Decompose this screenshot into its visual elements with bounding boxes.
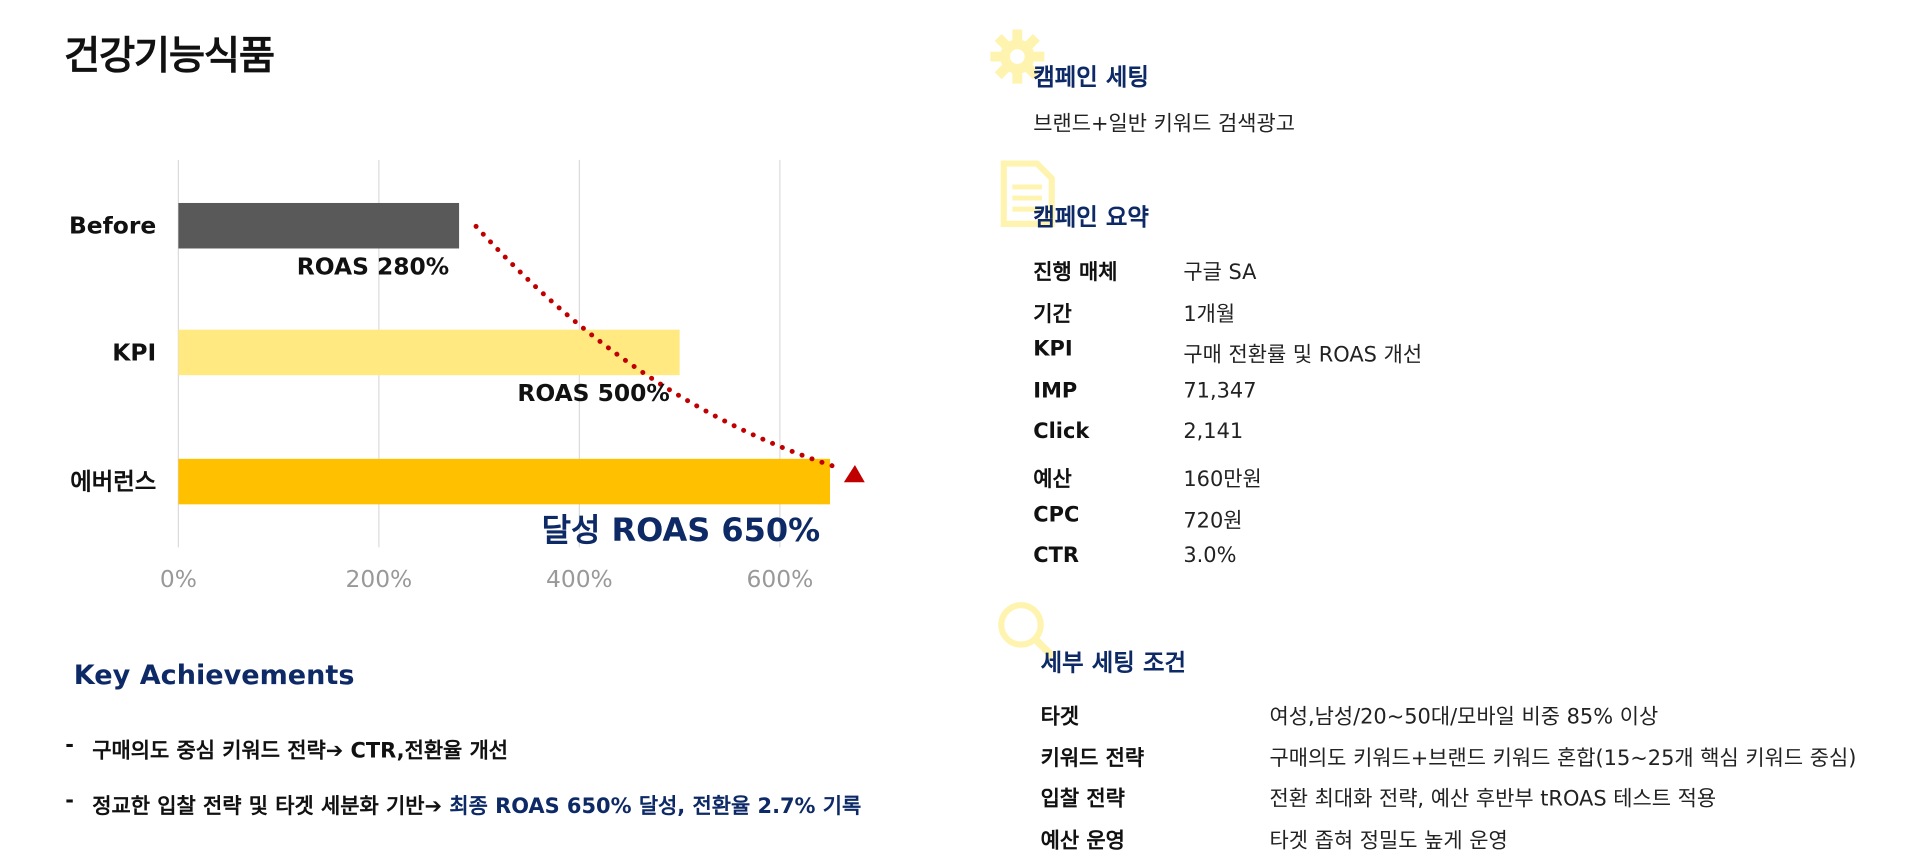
row-label: 예산 [1033,467,1072,493]
gear-icon [990,29,1045,84]
row-value: 720원 [1183,508,1243,534]
section-title: 세부 세팅 조건 [1040,649,1186,677]
y-tick-label: KPI [112,338,156,366]
row-value: 구매 전환률 및 ROAS 개선 [1183,343,1423,369]
row-value: 전환 최대화 전략, 예산 후반부 tROAS 테스트 적용 [1269,787,1717,813]
doc-icon [1000,160,1055,227]
row-value: 3.0% [1183,543,1237,569]
row-label: 기간 [1033,302,1072,327]
row-value: 2,141 [1183,419,1244,445]
chart: 0% 200% 400% 600% Before ROAS 280% KPI ROAS 500… [69,159,865,593]
achievement: 구매의도 중심 키워드 전략➔ CTR,전환율 개선 [92,733,508,764]
row-label: CPC [1033,502,1080,528]
bar [178,458,831,505]
row-value: 1개월 [1183,302,1236,327]
row-value: 160만원 [1183,467,1262,493]
row-label: Click [1033,419,1090,445]
data-label: ROAS 280% [297,252,449,280]
text: 브랜드+일반 키워드 검색광고 [1033,111,1295,137]
achievement-part: 정교한 입찰 전략 및 타겟 세분화 기반➔ [92,794,450,820]
x-tick-label: 400% [546,565,613,593]
bar [178,202,460,249]
achievement: 정교한 입찰 전략 및 타겟 세분화 기반➔ 최종 ROAS 650% 달성, … [92,788,862,820]
row-label: KPI [1033,337,1073,362]
page-title: 건강기능식품 [63,31,275,79]
row-value: 구매의도 키워드+브랜드 키워드 혼합(15~25개 핵심 키워드 중심) [1269,746,1857,771]
bullet: - [65,733,74,758]
bar [178,329,680,376]
row-label: 타겟 [1040,704,1080,730]
achievement-part: 구매의도 중심 키워드 전략 [92,739,326,764]
row-label: 입찰 전략 [1040,787,1125,813]
row-value: 71,347 [1183,378,1257,404]
section-title: 캠페인 세팅 [1033,63,1149,92]
achievement-part: ➔ CTR,전환율 개선 [325,739,509,764]
x-tick-label: 0% [160,565,197,593]
arrow-head [843,464,865,483]
search-icon [998,602,1056,660]
row-value: 구글 SA [1183,260,1257,286]
y-tick-label: Before [69,212,156,240]
section-title: Key Achievements [73,660,355,692]
section-title: 캠페인 요약 [1033,204,1149,232]
row-value: 타겟 좁혀 정밀도 높게 운영 [1269,829,1508,854]
bullet: - [65,788,74,814]
x-tick-label: 200% [345,565,412,593]
row-label: 키워드 전략 [1040,746,1145,771]
row-label: CTR [1033,543,1080,569]
trend-arrow [473,223,844,472]
y-tick-label: 에버런스 [70,468,156,496]
x-tick-label: 600% [746,565,813,593]
row-label: IMP [1033,378,1078,404]
row-label: 진행 매체 [1033,260,1118,286]
data-label: ROAS 500% [517,379,669,407]
data-label: 달성 ROAS 650% [542,511,821,549]
achievement-part: 최종 ROAS 650% 달성, 전환율 2.7% 기록 [449,794,862,820]
row-value: 여성,남성/20~50대/모바일 비중 85% 이상 [1269,704,1659,730]
row-label: 예산 운영 [1040,829,1125,854]
